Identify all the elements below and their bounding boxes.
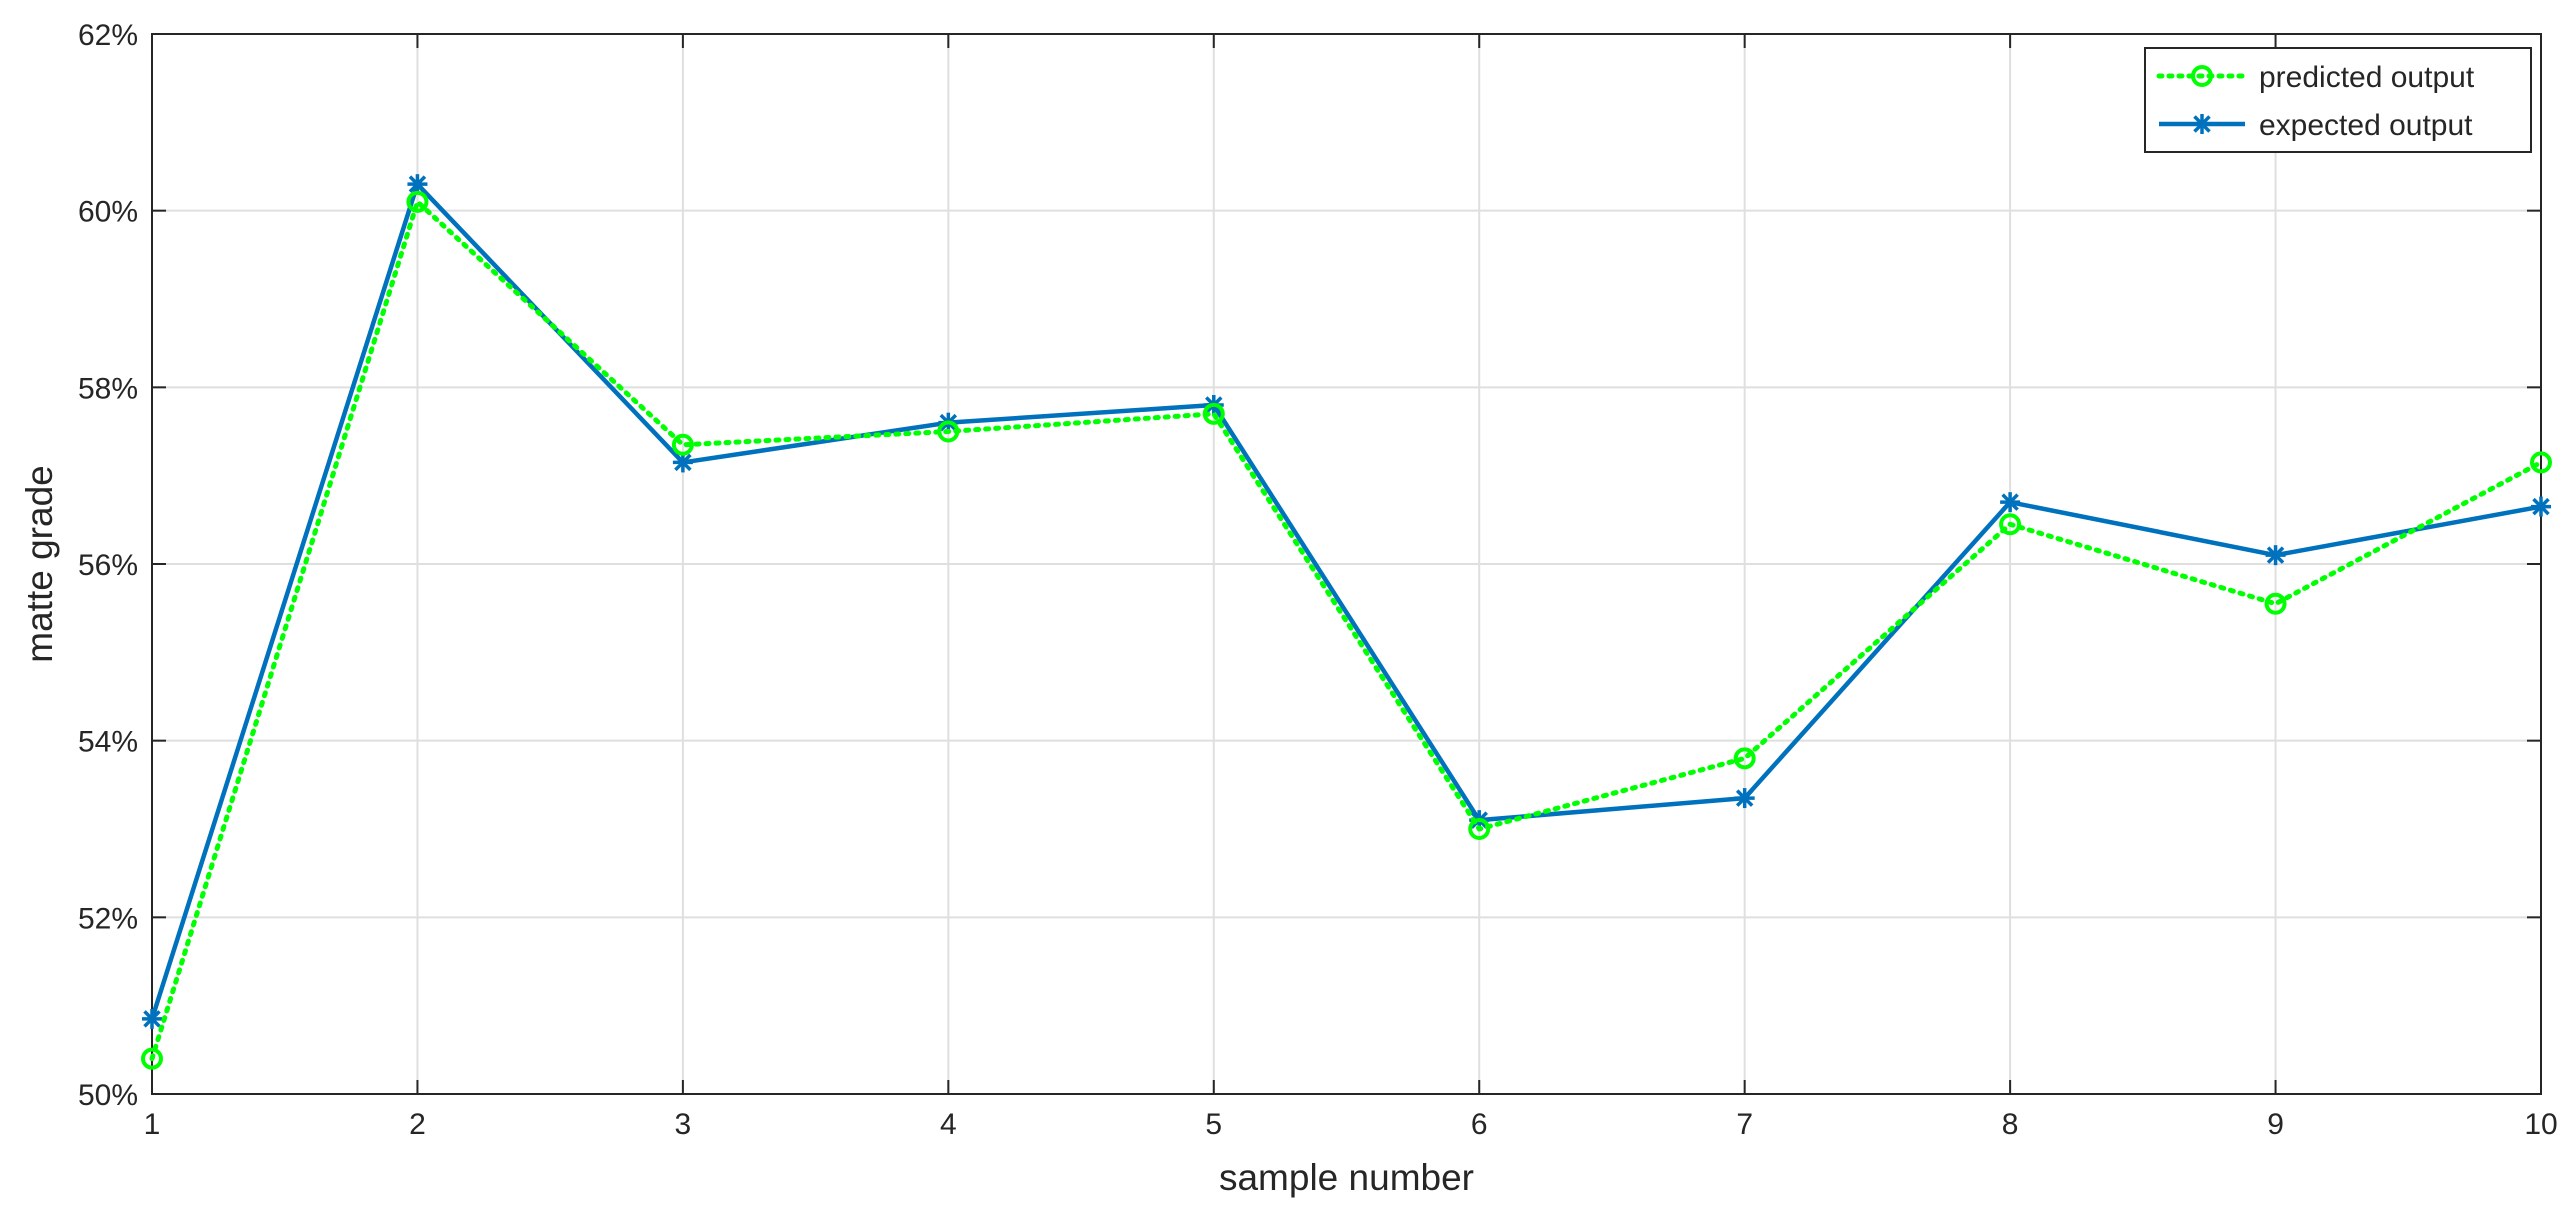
y-tick-label: 58% [78, 372, 138, 405]
series-expected-output [142, 174, 2551, 1029]
y-tick-label: 56% [78, 549, 138, 582]
data-point [1733, 747, 1756, 770]
x-tick-label: 9 [2267, 1108, 2284, 1141]
legend-marker [2191, 65, 2213, 87]
data-point [671, 433, 694, 456]
data-point [2265, 545, 2286, 566]
y-tick-label: 52% [78, 902, 138, 935]
data-point [1468, 818, 1491, 840]
y-tick-label: 54% [78, 726, 138, 759]
series-line [149, 199, 2544, 1062]
x-tick-label: 4 [940, 1108, 957, 1141]
legend-label: expected output [2259, 109, 2473, 142]
x-tick-label: 3 [675, 1108, 692, 1141]
data-point [2000, 492, 2021, 513]
data-point [1999, 513, 2022, 536]
legend-item: predicted output [2156, 61, 2475, 94]
x-axis-label: sample number [1219, 1157, 1474, 1198]
y-tick-label: 62% [78, 19, 138, 52]
legend-item: expected output [2159, 109, 2473, 142]
x-axis: 1 2 3 4 5 6 7 8 9 10 [144, 34, 2558, 1141]
x-tick-label: 8 [2002, 1108, 2019, 1141]
x-tick-label: 6 [1471, 1108, 1488, 1141]
x-tick-label: 2 [409, 1108, 426, 1141]
y-tick-label: 60% [78, 196, 138, 229]
y-tick-label: 50% [78, 1079, 138, 1112]
data-point [2530, 451, 2552, 474]
y-axis-label: matte grade [19, 465, 60, 662]
x-tick-label: 5 [1205, 1108, 1222, 1141]
data-point [2531, 496, 2551, 517]
series-layer [141, 174, 2552, 1070]
data-point [2264, 592, 2287, 615]
data-point [141, 1047, 163, 1070]
x-tick-label: 10 [2524, 1108, 2557, 1141]
x-tick-label: 1 [144, 1108, 161, 1141]
grid-lines [151, 33, 2542, 1095]
data-point [1734, 788, 1755, 809]
series-predicted-output [141, 190, 2552, 1070]
legend-marker [2192, 114, 2212, 134]
data-point [406, 190, 429, 213]
data-point [1202, 402, 1225, 425]
series-line [149, 181, 2542, 1020]
x-tick-label: 7 [1736, 1108, 1753, 1141]
y-axis: 50% 52% 54% 56% 58% 60% 62% [78, 19, 2541, 1112]
legend-box [2144, 47, 2532, 153]
legend-label: predicted output [2259, 61, 2475, 94]
legend: predicted output expected output [2144, 47, 2532, 153]
data-point [937, 420, 960, 443]
data-point [142, 1008, 162, 1029]
